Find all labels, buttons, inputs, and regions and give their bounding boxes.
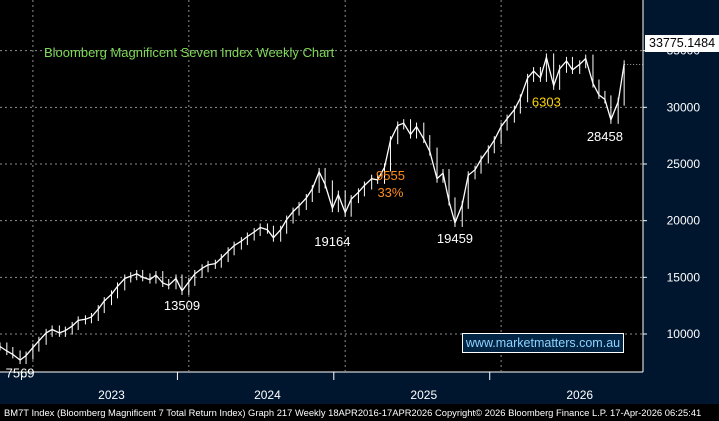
x-tick-layer: 2023 2024 2025 2026 [21, 372, 593, 402]
plot-background [0, 0, 643, 372]
annotation-label: 7569 [6, 366, 35, 381]
y-tick-label: 10000 [667, 327, 701, 341]
x-axis-panel [0, 372, 643, 404]
footer-source: BM7T Index (Bloomberg Magnificent 7 Tota… [0, 404, 719, 421]
y-tick-layer: 100001500020000250003000035000 [643, 44, 700, 341]
watermark-link[interactable]: www.marketmatters.com.au [462, 333, 624, 353]
x-tick-label: 2023 [98, 388, 125, 402]
annotation-label: 13509 [164, 298, 200, 313]
y-tick-label: 20000 [667, 214, 701, 228]
y-tick-label: 30000 [667, 100, 701, 114]
grid-layer [0, 0, 643, 372]
chart: 7569 13509 19164 9555 33% 19459 6303 28458 1000… [0, 0, 719, 404]
annotation-label: 9555 [376, 168, 405, 183]
x-tick-label: 2025 [410, 388, 437, 402]
chart-title: Bloomberg Magnificent Seven Index Weekly… [44, 45, 335, 60]
y-axis-panel [643, 0, 719, 404]
annotation-label: 19164 [314, 234, 350, 249]
x-tick-label: 2024 [254, 388, 281, 402]
annotation-label: 19459 [437, 231, 473, 246]
annotation-label: 28458 [587, 129, 623, 144]
annotation-label: 6303 [532, 94, 561, 109]
x-tick-label: 2026 [566, 388, 593, 402]
annotations-layer: 7569 13509 19164 9555 33% 19459 6303 28458 [6, 94, 623, 380]
series-layer [0, 53, 643, 365]
y-tick-label: 25000 [667, 157, 701, 171]
annotation-label: 33% [377, 185, 403, 200]
last-price-label: 33775.1484 [645, 35, 719, 52]
y-tick-label: 15000 [667, 270, 701, 284]
